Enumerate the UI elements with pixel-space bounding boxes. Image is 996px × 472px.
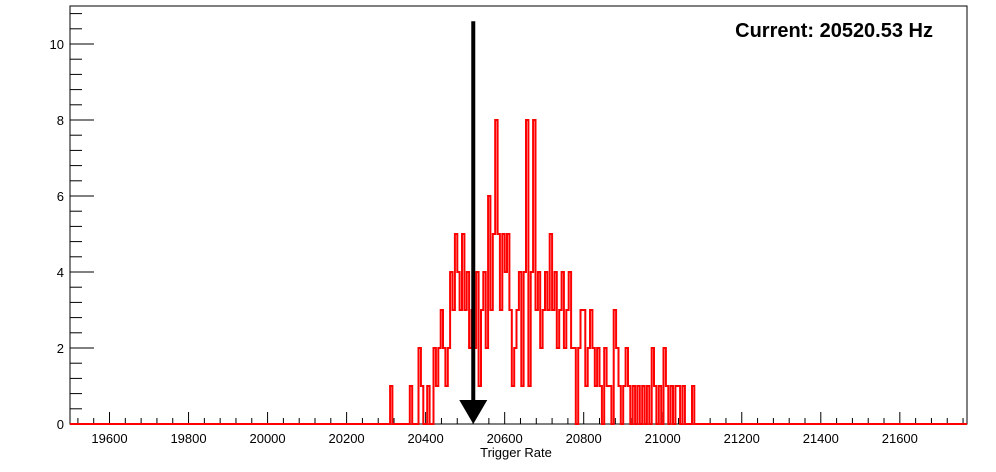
- histogram-series-line: [70, 119, 967, 425]
- x-tick-label: 20600: [487, 431, 523, 446]
- x-tick-label: 21200: [724, 431, 760, 446]
- x-tick-label: 21400: [803, 431, 839, 446]
- y-tick-label: 2: [57, 341, 64, 356]
- x-tick-label: 20400: [408, 431, 444, 446]
- current-rate-arrow: [459, 21, 488, 424]
- x-tick-label: 20000: [249, 431, 285, 446]
- y-tick-label: 10: [50, 37, 64, 52]
- y-tick-label: 6: [57, 189, 64, 204]
- x-tick-label: 21600: [882, 431, 918, 446]
- x-tick-label: 20200: [329, 431, 365, 446]
- y-tick-label: 0: [57, 417, 64, 432]
- y-axis: 0 2 4 6 8 10: [50, 13, 94, 432]
- y-tick-label: 8: [57, 113, 64, 128]
- current-rate-annotation: Current: 20520.53 Hz: [735, 20, 933, 42]
- x-tick-label: 20800: [566, 431, 602, 446]
- x-axis-label: Trigger Rate: [480, 445, 552, 460]
- x-tick-label: 21000: [645, 431, 681, 446]
- plot-frame: [69, 5, 968, 425]
- x-axis: 19600 19800 20000 20200 20400 20600 20800 21000…: [77, 412, 964, 446]
- arrow-head: [459, 400, 488, 424]
- y-tick-label: 4: [57, 265, 64, 280]
- x-tick-label: 19600: [91, 431, 127, 446]
- x-tick-label: 19800: [170, 431, 206, 446]
